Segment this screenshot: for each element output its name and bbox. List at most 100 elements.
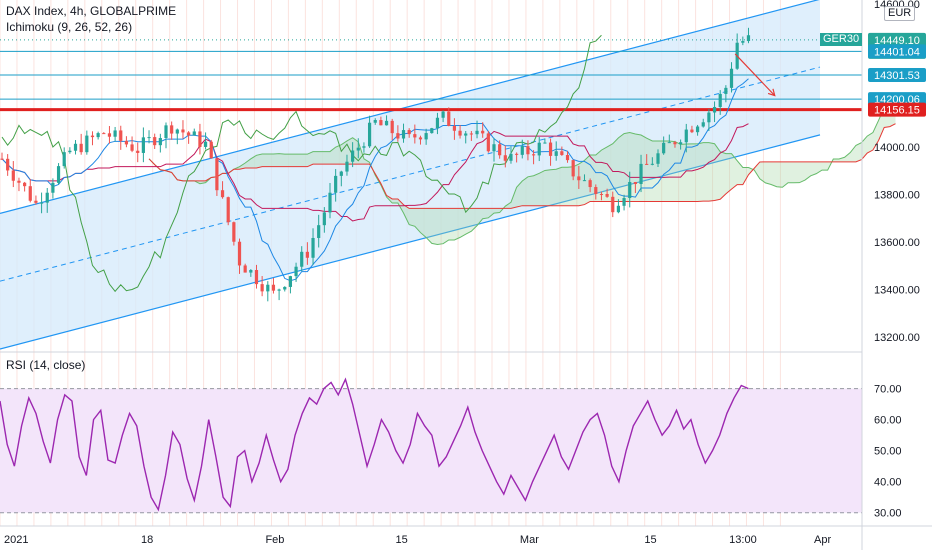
rsi-axis[interactable]: 30.00 40.00 50.00 60.00 70.00 [874, 384, 902, 520]
candle-body [729, 68, 734, 88]
candle [113, 126, 117, 142]
candle-body [605, 193, 609, 197]
candle [96, 131, 100, 140]
candle-body [56, 166, 61, 183]
candle-body [170, 125, 174, 134]
candle [209, 139, 213, 159]
trend-channel-lower-line[interactable] [0, 134, 821, 350]
candle [413, 124, 417, 144]
currency-label[interactable]: EUR [884, 6, 916, 21]
candle [356, 138, 360, 159]
candle [339, 170, 343, 187]
candle [543, 138, 547, 144]
symbol-title[interactable]: DAX Index, 4h, GLOBALPRIME [6, 4, 177, 18]
candle [656, 149, 660, 168]
time-tick-label: 2021 [4, 534, 28, 546]
candle-body [317, 225, 321, 238]
candle-body [560, 151, 564, 155]
candle-body [492, 144, 496, 152]
candle-body [79, 143, 83, 153]
arrow-shaft[interactable] [734, 53, 776, 97]
candle-body [554, 151, 558, 156]
candle-body [68, 150, 72, 153]
candle-body [673, 142, 677, 145]
candle [418, 135, 423, 145]
candle-body [741, 41, 745, 43]
candle-body [249, 270, 253, 273]
candle [311, 228, 315, 266]
candle-body [294, 266, 298, 277]
candle-body [498, 144, 502, 156]
candle [147, 130, 151, 144]
candle-body [260, 284, 264, 292]
time-axis[interactable]: 2021 18 Feb 15 Mar 15 13:00 Apr [4, 534, 831, 546]
candle-body [356, 147, 360, 151]
rsi-tick-label: 70.00 [874, 384, 902, 396]
candle [203, 132, 208, 150]
candle-body [650, 163, 654, 165]
candle [294, 262, 298, 282]
price-tick-label: 13200.00 [874, 332, 920, 344]
candle [594, 184, 598, 200]
candle [23, 181, 27, 192]
candle [317, 214, 321, 248]
candle [650, 157, 654, 166]
rsi-tick-label: 60.00 [874, 415, 902, 427]
candle [345, 154, 349, 176]
candle [164, 122, 168, 149]
candle [447, 107, 451, 127]
candle [718, 90, 722, 115]
candle-body [62, 152, 66, 167]
candle [266, 281, 270, 302]
ichimoku-legend[interactable]: Ichimoku (9, 26, 52, 26) [6, 20, 133, 34]
candle-body [192, 131, 196, 136]
candle-body [452, 125, 457, 131]
candle-body [718, 93, 722, 107]
trend-channel-upper-line[interactable] [0, 0, 820, 214]
candle [741, 36, 745, 46]
candle-body [701, 122, 705, 127]
candle-body [187, 132, 191, 136]
candle-body [656, 153, 660, 164]
main-price-axis[interactable]: 13200.00 13400.00 13600.00 13800.00 14000.00… [874, 0, 920, 344]
candle [424, 128, 428, 145]
price-badge-label: 14301.53 [874, 70, 920, 82]
candle-body [226, 197, 230, 223]
price-badge-label: 14449.10 [874, 35, 920, 47]
candle-body [266, 284, 270, 292]
candle-body [34, 200, 38, 203]
candle-body [237, 241, 242, 266]
rsi-line [0, 377, 749, 512]
candle [667, 134, 671, 144]
candle [56, 163, 61, 185]
candle-body [458, 130, 462, 136]
candle-body [464, 133, 468, 136]
candle [351, 142, 355, 168]
candle [481, 122, 485, 138]
trend-channel-middle-line[interactable] [0, 66, 821, 282]
candle [537, 137, 541, 162]
candle [712, 101, 717, 123]
candle [288, 275, 293, 294]
rsi-legend[interactable]: RSI (14, close) [6, 358, 86, 372]
candle [90, 131, 95, 146]
arrow-head[interactable] [767, 88, 776, 97]
candle-body [571, 160, 575, 177]
candle-body [73, 143, 78, 151]
candle-body [616, 205, 621, 213]
candle-body [628, 181, 632, 199]
rsi-tick-label: 40.00 [874, 477, 902, 489]
candle [62, 147, 66, 169]
price-badge-bg [868, 68, 926, 83]
candle [175, 128, 179, 145]
candle [560, 146, 564, 156]
candle-body [124, 140, 129, 145]
candle-body [548, 142, 553, 156]
candle-body [401, 130, 406, 139]
candle [153, 133, 157, 149]
candle-body [232, 222, 236, 242]
candle-body [531, 154, 536, 156]
candle-body [622, 198, 626, 206]
forecast-arrow[interactable] [734, 53, 776, 97]
